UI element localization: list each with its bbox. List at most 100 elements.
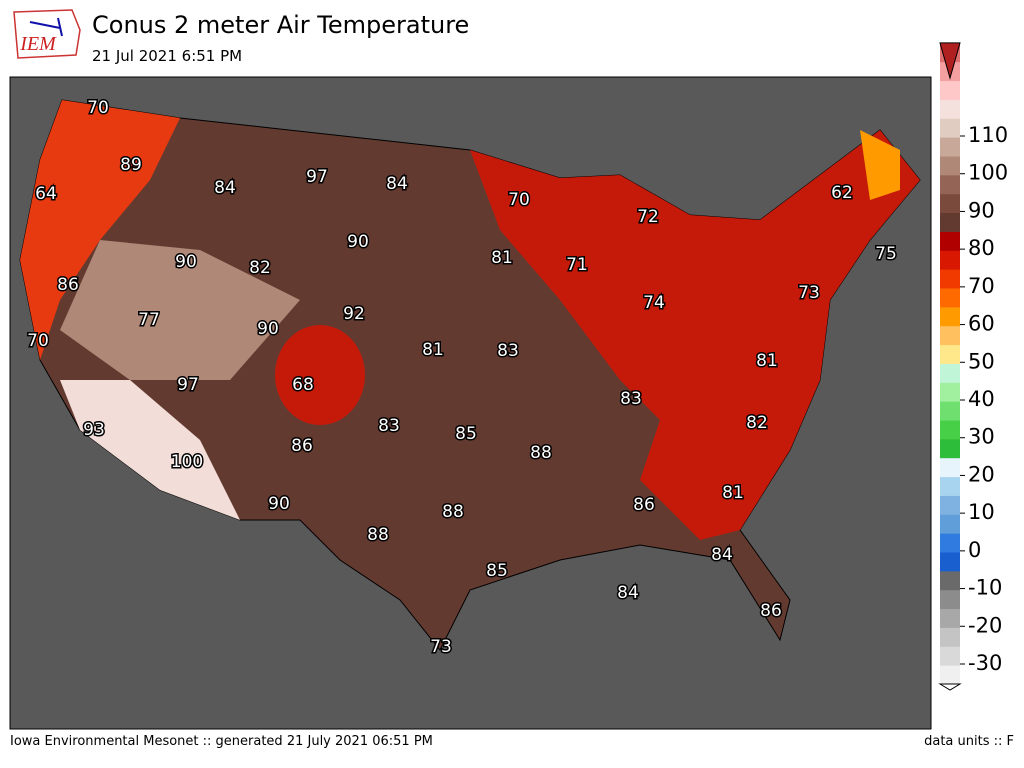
colorbar-segment xyxy=(940,174,960,195)
temperature-label: 86 xyxy=(633,495,655,515)
colorbar-segment xyxy=(940,401,960,421)
temperature-label: 81 xyxy=(722,483,744,503)
warm-maine xyxy=(860,130,900,200)
colorbar-tick-label: 20 xyxy=(968,462,995,486)
map xyxy=(19,99,921,651)
colorbar-segment xyxy=(940,438,960,459)
colorbar-segment xyxy=(940,250,960,270)
colorbar-tick-label: 50 xyxy=(968,349,995,373)
colorbar-tick-label: 0 xyxy=(968,538,981,562)
temperature-label: 64 xyxy=(35,184,57,204)
temperature-label: 92 xyxy=(343,304,365,324)
temperature-label: 88 xyxy=(530,443,552,463)
temperature-label: 88 xyxy=(442,502,464,522)
colorbar-segment xyxy=(940,137,960,157)
temperature-label: 84 xyxy=(386,174,408,194)
colorbar-tick-label: -20 xyxy=(968,613,1002,637)
temperature-label: 86 xyxy=(760,601,782,621)
colorbar-segment xyxy=(940,288,960,308)
colorbar-segment xyxy=(940,608,960,628)
colorbar-segment xyxy=(940,589,960,610)
colorbar-segment xyxy=(940,457,960,478)
temperature-label: 71 xyxy=(566,255,588,275)
temperature-label: 70 xyxy=(508,190,530,210)
colorbar-segment xyxy=(940,514,960,534)
colorbar-tick-label: -10 xyxy=(968,576,1002,600)
colorbar-segment xyxy=(940,570,960,591)
temperature-label: 70 xyxy=(27,331,49,351)
colorbar-tick-label: 110 xyxy=(968,123,1008,147)
colorbar-segment xyxy=(940,156,960,176)
footer-left: Iowa Environmental Mesonet :: generated … xyxy=(10,734,433,749)
temperature-label: 85 xyxy=(455,424,477,444)
colorbar-segment xyxy=(940,665,960,685)
temperature-label: 85 xyxy=(486,561,508,581)
temperature-label: 62 xyxy=(831,183,853,203)
colorbar-tick-label: 30 xyxy=(968,425,995,449)
colorbar-tick-label: 70 xyxy=(968,274,995,298)
colorbar-segment xyxy=(940,231,960,251)
temperature-label: 82 xyxy=(746,413,768,433)
temperature-label: 88 xyxy=(367,525,389,545)
colorbar-segment xyxy=(940,193,960,214)
temperature-label: 86 xyxy=(291,436,313,456)
temperature-label: 70 xyxy=(87,98,109,118)
footer-right: data units :: F xyxy=(924,734,1014,749)
subtitle: 21 Jul 2021 6:51 PM xyxy=(92,47,242,65)
temperature-label: 72 xyxy=(637,207,659,227)
temperature-label: 100 xyxy=(171,452,203,472)
temperature-label: 81 xyxy=(491,248,513,268)
warm-west xyxy=(20,100,180,360)
temperature-label: 84 xyxy=(617,583,639,603)
colorbar-tick-label: 10 xyxy=(968,500,995,524)
title: Conus 2 meter Air Temperature xyxy=(92,11,469,39)
colorbar-segment xyxy=(940,476,960,496)
warm-basin xyxy=(60,240,300,380)
temperature-label: 83 xyxy=(620,389,642,409)
temperature-label: 74 xyxy=(643,293,665,313)
colorbar-tick-label: 80 xyxy=(968,236,995,260)
colorbar: -30 -20 -10 0 10 20 30 40 50 60 70 80 90 100 110 xyxy=(938,42,1008,691)
temperature-label: 90 xyxy=(268,494,290,514)
colorbar-segment xyxy=(940,420,960,440)
colorbar-segment xyxy=(940,627,960,647)
hot-southwest xyxy=(60,380,240,520)
temperature-label: 81 xyxy=(756,351,778,371)
temperature-label: 89 xyxy=(120,155,142,175)
colorbar-segment xyxy=(940,212,960,232)
warm-east xyxy=(470,130,920,540)
temperature-label: 84 xyxy=(711,545,733,565)
logo-text: IEM xyxy=(19,33,57,55)
colorbar-tick-label: 90 xyxy=(968,198,995,222)
temperature-label: 90 xyxy=(175,252,197,272)
temperature-label: 86 xyxy=(57,275,79,295)
temperature-label: 75 xyxy=(875,244,897,264)
temperature-label: 68 xyxy=(292,375,314,395)
temperature-label: 81 xyxy=(422,340,444,360)
temperature-label: 83 xyxy=(497,341,519,361)
temperature-label: 82 xyxy=(249,258,271,278)
temperature-label: 73 xyxy=(430,637,452,657)
temperature-label: 97 xyxy=(177,375,199,395)
colorbar-segment xyxy=(940,99,960,119)
colorbar-segment xyxy=(940,363,960,383)
colorbar-tick-label: 60 xyxy=(968,312,995,336)
colorbar-top xyxy=(939,42,961,80)
colorbar-segment xyxy=(940,552,960,572)
logo: IEM xyxy=(13,9,81,59)
colorbar-segment xyxy=(940,533,960,553)
temperature-label: 93 xyxy=(83,420,105,440)
colorbar-segment xyxy=(940,325,960,346)
colorbar-segment xyxy=(940,306,960,327)
cool-colorado xyxy=(275,325,365,425)
temperature-label: 73 xyxy=(798,283,820,303)
temperature-label: 90 xyxy=(347,232,369,252)
temperature-label: 90 xyxy=(257,319,279,339)
colorbar-segment xyxy=(940,646,960,666)
temperature-label: 84 xyxy=(214,178,236,198)
temperature-label: 77 xyxy=(138,310,160,330)
colorbar-segment xyxy=(940,80,960,100)
colorbar-segment xyxy=(940,118,960,138)
colorbar-segment xyxy=(940,382,960,402)
